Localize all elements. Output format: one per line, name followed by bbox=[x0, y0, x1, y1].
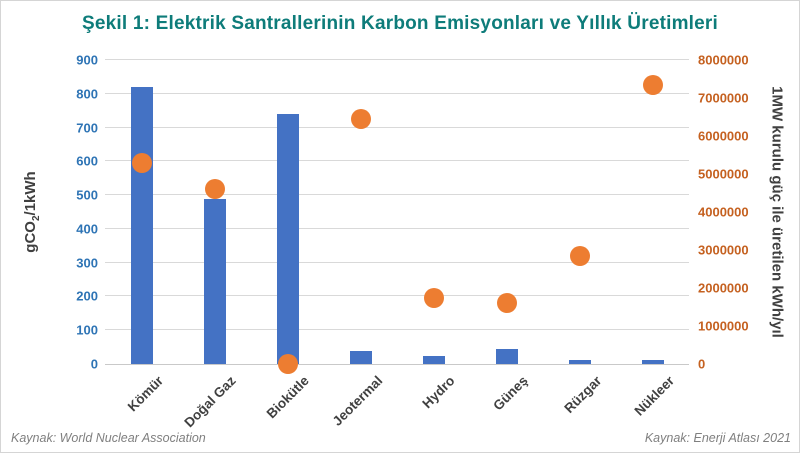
page-title: Şekil 1: Elektrik Santrallerinin Karbon … bbox=[81, 13, 719, 34]
y-axis-tick-label: 100 bbox=[76, 322, 98, 338]
bar bbox=[130, 87, 153, 364]
y-axis-tick-label: 800 bbox=[76, 86, 98, 102]
bar bbox=[641, 359, 664, 364]
x-axis-category-label: Jeotermal bbox=[329, 373, 386, 429]
y2-axis-tick-label: 8000000 bbox=[698, 52, 749, 68]
gridline bbox=[105, 329, 689, 331]
x-axis-category-label: Kömür bbox=[124, 373, 167, 415]
x-axis-category-label: Biokütle bbox=[263, 373, 313, 422]
gridline bbox=[105, 160, 689, 162]
gridline bbox=[105, 194, 689, 196]
y2-axis-tick-label: 0 bbox=[698, 356, 706, 372]
data-point bbox=[423, 287, 444, 308]
bar bbox=[495, 348, 518, 364]
x-axis-category-labels: Kömür Doğal Gaz Biokütle Jeotermal Hydro Güne… bbox=[105, 364, 689, 434]
y-axis-tick-label: 200 bbox=[76, 288, 98, 304]
x-axis-category-label: Güneş bbox=[490, 373, 532, 414]
gridline bbox=[105, 261, 689, 263]
y-axis-tick-label: 400 bbox=[76, 221, 98, 237]
gridline bbox=[105, 59, 689, 60]
gridline bbox=[105, 126, 689, 128]
y-axis-tick-label: 700 bbox=[76, 120, 98, 136]
data-point bbox=[642, 74, 663, 95]
data-point bbox=[350, 108, 371, 129]
gridline bbox=[105, 92, 689, 94]
y-axis-tick-label: 600 bbox=[76, 153, 98, 169]
gridline bbox=[105, 227, 689, 229]
y2-axis-tick-label: 5000000 bbox=[698, 166, 749, 182]
right-axis-title: 1MW kurulu güç ile üretilen kWh/yıl bbox=[768, 86, 786, 338]
bar bbox=[276, 114, 299, 364]
data-point bbox=[496, 293, 517, 314]
x-axis-category-label: Hydro bbox=[419, 373, 459, 412]
plot-area bbox=[105, 59, 689, 374]
x-axis-category-label: Rüzgar bbox=[561, 373, 605, 416]
y2-axis-tick-label: 1000000 bbox=[698, 318, 749, 334]
source-right: Kaynak: Enerji Atlası 2021 bbox=[644, 431, 791, 445]
gridline bbox=[105, 295, 689, 297]
y2-axis-tick-label: 7000000 bbox=[698, 90, 749, 106]
data-point bbox=[569, 245, 590, 266]
y2-axis-tick-label: 2000000 bbox=[698, 280, 749, 296]
y-axis-tick-label: 500 bbox=[76, 187, 98, 203]
y-axis-tick-label: 300 bbox=[76, 255, 98, 271]
right-axis-tick-labels: 0 1000000 2000000 3000000 4000000 5000000 6000… bbox=[698, 53, 783, 372]
y2-axis-tick-label: 6000000 bbox=[698, 128, 749, 144]
data-point bbox=[277, 354, 298, 374]
x-axis-category-label: Nükleer bbox=[631, 373, 678, 419]
data-point bbox=[131, 152, 152, 173]
y-axis-tick-label: 0 bbox=[90, 356, 98, 372]
x-axis-category-label: Doğal Gaz bbox=[181, 373, 240, 431]
source-left: Kaynak: World Nuclear Association bbox=[11, 431, 206, 445]
bar bbox=[422, 355, 445, 364]
bar bbox=[568, 360, 591, 364]
y2-axis-tick-label: 3000000 bbox=[698, 242, 749, 258]
data-point bbox=[204, 179, 225, 200]
bar bbox=[203, 198, 226, 364]
left-axis-tick-labels: 0 100 200 300 400 500 600 700 800 900 bbox=[1, 53, 98, 372]
bar bbox=[349, 351, 372, 364]
y2-axis-tick-label: 4000000 bbox=[698, 204, 749, 220]
y-axis-tick-label: 900 bbox=[76, 52, 98, 68]
